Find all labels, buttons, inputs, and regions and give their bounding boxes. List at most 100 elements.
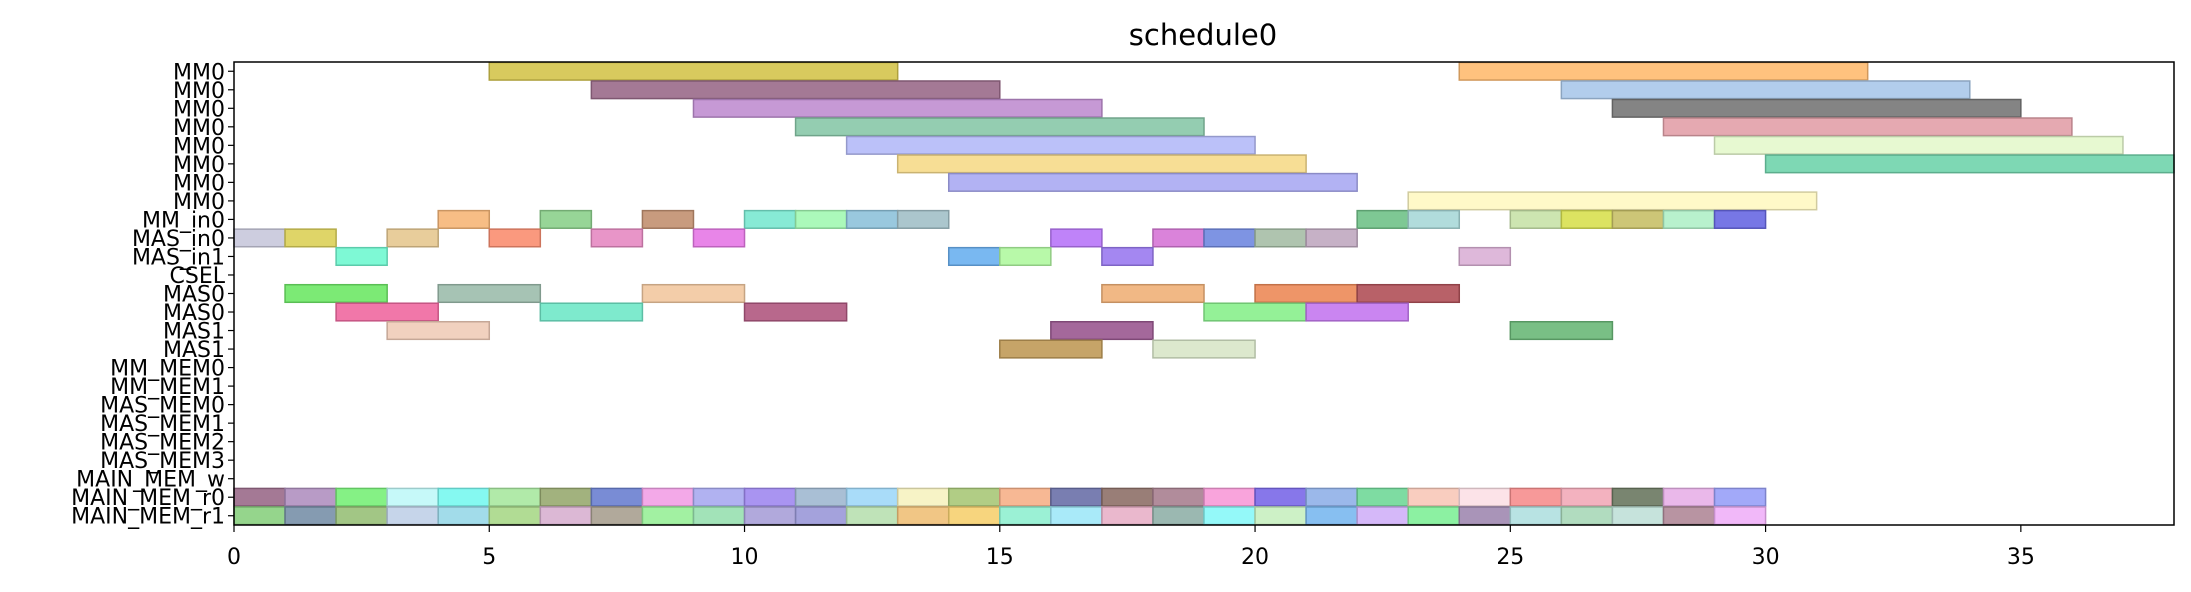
task-bar <box>590 487 644 507</box>
task-bar <box>743 302 848 322</box>
x-axis-tick-labels: 0 5 10 15 20 25 30 35 <box>227 525 2035 570</box>
y-axis-tick-labels: MM0MM0MM0MM0MM0MM0MM0MM0MM_in0MAS_in0MAS… <box>71 60 234 530</box>
y-tick-label: MAS_in1 <box>132 245 225 270</box>
task-bar <box>896 209 950 229</box>
y-tick-label: MAS_MEM0 <box>100 394 225 419</box>
y-tick-label: MAS_MEM3 <box>100 449 225 474</box>
task-bar <box>488 61 899 81</box>
task-bar <box>794 117 1205 137</box>
task-bar <box>896 154 1307 174</box>
task-bar <box>590 228 644 248</box>
task-bar <box>1407 209 1461 229</box>
task-bar <box>1662 117 2073 137</box>
task-bar <box>1254 487 1307 507</box>
task-bar <box>947 506 1001 526</box>
task-bar <box>896 506 950 526</box>
task-bar <box>539 209 593 229</box>
task-bar <box>335 302 439 322</box>
task-bar <box>1407 506 1461 526</box>
y-tick-label: MM0 <box>173 153 225 178</box>
x-tick-label: 5 <box>482 545 496 570</box>
y-tick-label: MAIN_MEM_r0 <box>71 486 225 511</box>
task-bar <box>233 487 286 507</box>
task-bar <box>1203 302 1307 322</box>
task-bar <box>539 506 593 526</box>
task-bar <box>845 209 899 229</box>
y-tick-label: MM_MEM0 <box>110 357 225 382</box>
task-bar <box>1560 487 1614 507</box>
task-bar <box>1101 283 1205 304</box>
task-bar <box>999 506 1052 526</box>
task-bar <box>233 506 286 526</box>
task-bar <box>1611 487 1665 507</box>
task-bar <box>386 487 439 507</box>
task-bar <box>1407 487 1461 507</box>
y-tick-label: MAS1 <box>163 338 225 363</box>
y-tick-label: MM0 <box>173 190 225 215</box>
task-bar <box>1713 487 1767 507</box>
task-bar <box>1509 487 1563 507</box>
task-bar <box>437 283 542 304</box>
task-bar <box>1713 506 1767 526</box>
task-bar <box>1203 487 1256 507</box>
task-bar <box>1611 209 1665 229</box>
y-tick-label: MAS_MEM2 <box>100 431 225 456</box>
task-bar <box>1458 506 1512 526</box>
task-bar <box>437 506 491 526</box>
y-tick-label: MM0 <box>173 134 225 159</box>
task-bar <box>1152 487 1205 507</box>
y-tick-label: MM0 <box>173 79 225 104</box>
task-bar <box>999 487 1052 507</box>
task-bar <box>539 302 644 322</box>
task-bar <box>1101 506 1154 526</box>
task-bar <box>1254 283 1358 304</box>
x-tick-label: 0 <box>227 545 241 570</box>
task-bar <box>947 172 1358 192</box>
task-bar <box>1305 302 1409 322</box>
task-bar <box>1050 506 1103 526</box>
task-bar <box>1662 209 1716 229</box>
task-bar <box>845 506 899 526</box>
task-bar <box>1662 487 1716 507</box>
chart-title: schedule0 <box>1129 18 1277 52</box>
task-bar <box>1509 320 1614 341</box>
task-bar <box>794 209 848 229</box>
task-bar <box>794 506 848 526</box>
task-bar <box>1050 320 1154 341</box>
task-bar <box>284 487 337 507</box>
task-bar <box>1254 228 1307 248</box>
task-bar <box>1305 506 1358 526</box>
task-bar <box>1509 506 1563 526</box>
task-bar <box>999 246 1052 267</box>
task-bar <box>1458 61 1869 81</box>
task-bar <box>692 506 746 526</box>
task-bar <box>692 487 746 507</box>
task-bar <box>743 487 797 507</box>
task-bar <box>1560 209 1614 229</box>
y-tick-label: MAS_MEM1 <box>100 412 225 437</box>
task-bar <box>1254 506 1307 526</box>
task-bar <box>437 209 491 229</box>
task-bar <box>386 320 491 341</box>
task-bar <box>1509 209 1563 229</box>
task-bar <box>488 487 542 507</box>
task-bar <box>1611 506 1665 526</box>
task-bar <box>1050 487 1103 507</box>
task-bar <box>743 209 797 229</box>
task-bar <box>641 506 695 526</box>
task-bar <box>1458 487 1512 507</box>
task-bar <box>437 487 491 507</box>
task-bar <box>539 487 593 507</box>
task-bar <box>590 506 644 526</box>
y-tick-label: MAIN_MEM_w <box>76 468 225 493</box>
task-bar <box>386 228 439 248</box>
task-bar <box>335 487 388 507</box>
y-tick-label: MM_MEM1 <box>110 375 225 400</box>
task-bar <box>1356 506 1409 526</box>
task-bar <box>1407 191 1818 211</box>
task-bar <box>1101 246 1154 267</box>
task-bar <box>1560 80 1971 100</box>
task-bar <box>641 283 746 304</box>
task-bar <box>1305 228 1358 248</box>
